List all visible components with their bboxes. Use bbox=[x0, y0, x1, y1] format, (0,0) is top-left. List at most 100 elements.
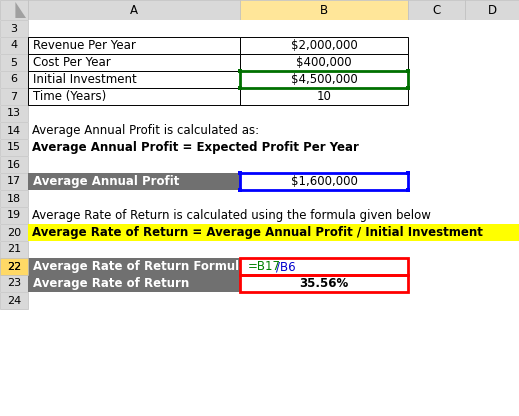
Text: Average Rate of Return Formula: Average Rate of Return Formula bbox=[33, 260, 247, 273]
Text: 5: 5 bbox=[10, 57, 18, 67]
Bar bbox=[0, 0, 519, 20]
Text: $4,500,000: $4,500,000 bbox=[291, 73, 358, 86]
Bar bbox=[0, 139, 28, 156]
Text: 18: 18 bbox=[7, 193, 21, 203]
Text: Average Annual Profit is calculated as:: Average Annual Profit is calculated as: bbox=[32, 124, 259, 137]
Text: 10: 10 bbox=[317, 90, 332, 103]
Bar bbox=[0, 207, 519, 224]
Bar bbox=[28, 275, 240, 292]
Bar bbox=[240, 258, 408, 275]
Bar bbox=[408, 0, 465, 20]
Bar bbox=[238, 69, 242, 73]
Bar bbox=[0, 190, 28, 207]
Bar bbox=[0, 258, 28, 275]
Bar bbox=[0, 207, 28, 224]
Text: Cost Per Year: Cost Per Year bbox=[33, 56, 111, 69]
Bar bbox=[238, 171, 242, 175]
Bar bbox=[240, 37, 408, 54]
Text: 3: 3 bbox=[10, 23, 18, 34]
Text: 22: 22 bbox=[7, 262, 21, 272]
Bar bbox=[28, 71, 240, 88]
Bar bbox=[28, 37, 240, 54]
Bar bbox=[0, 37, 28, 54]
Bar bbox=[0, 224, 519, 241]
Polygon shape bbox=[16, 2, 26, 18]
Bar bbox=[0, 139, 519, 156]
Bar bbox=[0, 275, 519, 292]
Text: 14: 14 bbox=[7, 126, 21, 136]
Bar bbox=[28, 54, 240, 71]
Text: Average Rate of Return: Average Rate of Return bbox=[33, 277, 189, 290]
Bar bbox=[0, 88, 519, 105]
Text: 16: 16 bbox=[7, 159, 21, 169]
Text: 15: 15 bbox=[7, 143, 21, 153]
Bar bbox=[240, 0, 408, 20]
Bar bbox=[238, 86, 242, 90]
Bar bbox=[240, 173, 408, 190]
Text: $2,000,000: $2,000,000 bbox=[291, 39, 358, 52]
Bar bbox=[0, 37, 519, 54]
Bar bbox=[406, 188, 410, 192]
Text: 7: 7 bbox=[10, 92, 18, 102]
Bar bbox=[28, 258, 240, 275]
Bar bbox=[0, 54, 28, 71]
Text: 23: 23 bbox=[7, 278, 21, 289]
Bar bbox=[0, 224, 28, 241]
Bar bbox=[0, 292, 28, 309]
Text: Revenue Per Year: Revenue Per Year bbox=[33, 39, 136, 52]
Text: $1,600,000: $1,600,000 bbox=[291, 175, 358, 188]
Bar bbox=[240, 275, 408, 292]
Bar bbox=[240, 71, 408, 88]
Text: $400,000: $400,000 bbox=[296, 56, 352, 69]
Bar bbox=[0, 173, 28, 190]
Bar bbox=[28, 224, 519, 241]
Text: Average Annual Profit: Average Annual Profit bbox=[33, 175, 180, 188]
Text: =B17: =B17 bbox=[248, 260, 281, 273]
Bar bbox=[0, 241, 519, 258]
Bar bbox=[240, 275, 408, 292]
Text: Time (Years): Time (Years) bbox=[33, 90, 106, 103]
Bar bbox=[28, 0, 240, 20]
Text: 19: 19 bbox=[7, 210, 21, 220]
Bar bbox=[0, 173, 519, 190]
Text: 21: 21 bbox=[7, 245, 21, 255]
Bar bbox=[0, 190, 519, 207]
Bar bbox=[0, 156, 28, 173]
Text: 4: 4 bbox=[10, 40, 18, 50]
Text: 6: 6 bbox=[10, 74, 18, 84]
Bar bbox=[406, 69, 410, 73]
Bar bbox=[240, 258, 408, 275]
Text: 24: 24 bbox=[7, 295, 21, 305]
Bar bbox=[240, 173, 408, 190]
Bar bbox=[0, 20, 519, 37]
Bar bbox=[0, 156, 519, 173]
Bar bbox=[240, 54, 408, 71]
Bar bbox=[0, 0, 28, 20]
Text: 17: 17 bbox=[7, 176, 21, 186]
Text: 20: 20 bbox=[7, 228, 21, 238]
Bar bbox=[0, 241, 28, 258]
Text: 22: 22 bbox=[7, 262, 21, 272]
Bar bbox=[0, 54, 519, 71]
Bar bbox=[0, 71, 519, 88]
Text: C: C bbox=[432, 3, 441, 17]
Bar bbox=[406, 171, 410, 175]
Text: 13: 13 bbox=[7, 109, 21, 119]
Text: Average Annual Profit = Expected Profit Per Year: Average Annual Profit = Expected Profit … bbox=[32, 141, 359, 154]
Bar bbox=[240, 71, 408, 88]
Bar bbox=[406, 86, 410, 90]
Text: /B6: /B6 bbox=[276, 260, 296, 273]
Bar bbox=[0, 122, 519, 139]
Text: 35.56%: 35.56% bbox=[299, 277, 349, 290]
Bar bbox=[0, 105, 519, 122]
Bar bbox=[0, 20, 28, 37]
Bar bbox=[0, 258, 28, 275]
Text: D: D bbox=[487, 3, 497, 17]
Bar bbox=[0, 105, 28, 122]
Text: Average Rate of Return = Average Annual Profit / Initial Investment: Average Rate of Return = Average Annual … bbox=[32, 226, 483, 239]
Bar bbox=[465, 0, 519, 20]
Bar bbox=[28, 88, 240, 105]
Bar bbox=[0, 122, 28, 139]
Bar bbox=[0, 88, 28, 105]
Text: B: B bbox=[320, 3, 328, 17]
